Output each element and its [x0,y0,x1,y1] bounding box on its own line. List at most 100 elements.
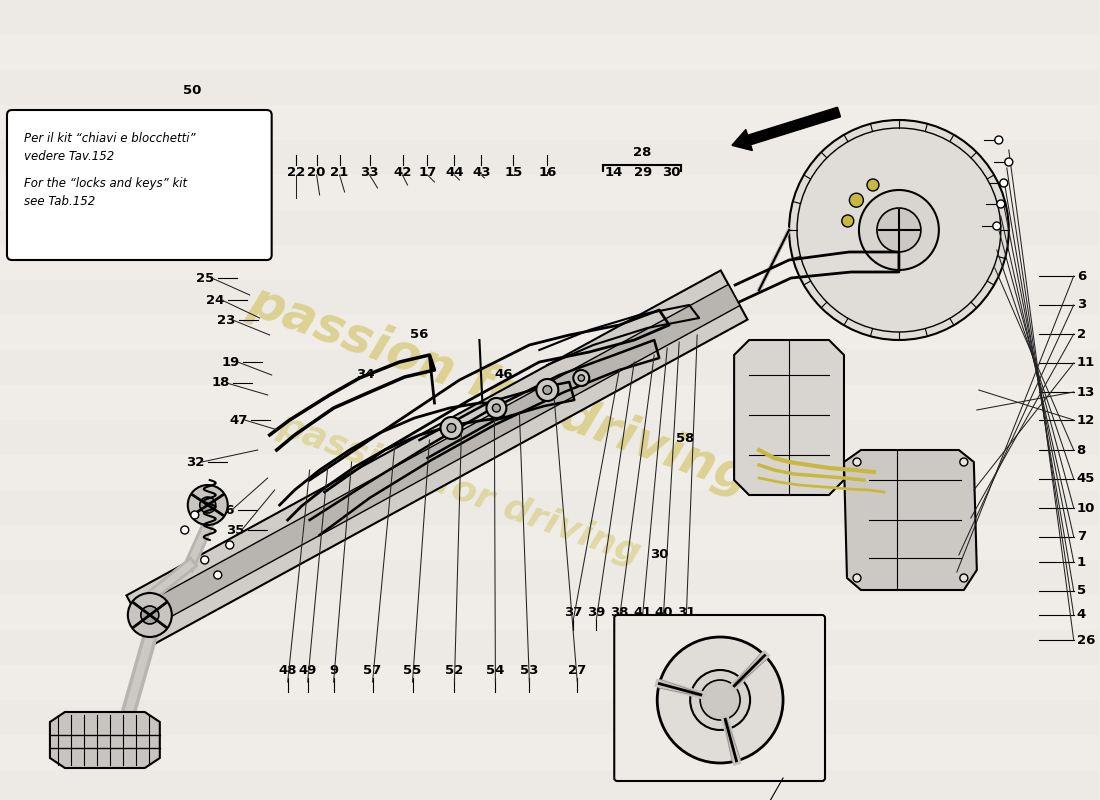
Circle shape [690,670,750,730]
Text: 41: 41 [632,606,651,618]
Text: 21: 21 [330,166,349,179]
Text: 39: 39 [587,606,605,618]
Text: 29: 29 [634,166,652,179]
Text: 15: 15 [504,166,522,179]
Text: Per il kit “chiavi e blocchetti”: Per il kit “chiavi e blocchetti” [24,132,196,145]
Text: 53: 53 [520,663,539,677]
Polygon shape [50,712,160,768]
Text: 11: 11 [1077,357,1094,370]
Text: 33: 33 [361,166,378,179]
Circle shape [789,120,1009,340]
Circle shape [960,458,968,466]
Text: 57: 57 [363,663,382,677]
Text: 48: 48 [278,663,297,677]
Circle shape [657,637,783,763]
Text: 17: 17 [418,166,437,179]
Circle shape [1000,179,1008,187]
Circle shape [493,404,500,412]
Circle shape [852,458,861,466]
Text: 44: 44 [446,166,464,179]
Circle shape [960,574,968,582]
Circle shape [849,193,864,207]
Text: 16: 16 [538,166,557,179]
Text: 32: 32 [186,455,205,469]
Text: 19: 19 [221,355,240,369]
Circle shape [1004,158,1013,166]
Text: 52: 52 [446,663,463,677]
Text: 24: 24 [207,294,224,306]
Text: 47: 47 [229,414,248,426]
Text: 23: 23 [218,314,235,326]
Bar [0,770,1099,800]
Text: 50: 50 [144,138,163,151]
Circle shape [867,179,879,191]
Circle shape [226,541,233,549]
Circle shape [200,497,216,513]
Circle shape [213,571,222,579]
Bar [0,490,1099,525]
Circle shape [859,190,939,270]
Circle shape [579,374,584,381]
Text: 40: 40 [654,606,672,618]
Text: 54: 54 [486,663,505,677]
Text: 38: 38 [610,606,628,618]
Text: 55: 55 [404,663,421,677]
Text: 14: 14 [604,166,623,179]
Text: 25: 25 [197,271,215,285]
Bar [0,140,1099,175]
Text: 34: 34 [356,367,375,381]
Text: 10: 10 [1077,502,1096,514]
Circle shape [877,208,921,252]
Bar [0,420,1099,455]
FancyBboxPatch shape [7,110,272,260]
Text: 37: 37 [564,606,583,618]
Text: 56: 56 [410,327,429,341]
Text: 45: 45 [1077,473,1096,486]
Text: 36: 36 [217,503,234,517]
Text: 5: 5 [1077,585,1086,598]
Bar [0,560,1099,595]
Text: vedere Tav.152: vedere Tav.152 [24,150,114,163]
Text: 12: 12 [1077,414,1094,426]
Text: 59: 59 [773,761,793,775]
Text: 3: 3 [1077,298,1086,311]
Circle shape [842,215,854,227]
Text: 51: 51 [134,183,152,197]
Circle shape [447,424,455,432]
Text: 58: 58 [676,431,694,445]
Text: 49: 49 [298,663,317,677]
Text: 46: 46 [494,369,513,382]
Text: 26: 26 [1077,634,1096,646]
Bar [0,700,1099,735]
Text: 1: 1 [1077,555,1086,569]
Text: 35: 35 [227,523,244,537]
Circle shape [701,680,740,720]
Circle shape [190,511,199,519]
Bar [0,0,1099,35]
Circle shape [201,556,209,564]
Text: 43: 43 [472,166,491,179]
Bar [0,350,1099,385]
Polygon shape [126,270,748,645]
Text: 20: 20 [307,166,326,179]
Text: 51: 51 [161,238,179,250]
Circle shape [573,370,590,386]
Circle shape [543,386,552,394]
Bar [0,630,1099,665]
Text: 18: 18 [211,377,230,390]
Text: 30: 30 [662,166,681,179]
Text: 8: 8 [1077,443,1086,457]
Text: 50: 50 [183,83,201,97]
Circle shape [128,593,172,637]
Text: 50: 50 [142,218,160,231]
Text: 28: 28 [632,146,651,158]
Circle shape [997,200,1004,208]
Circle shape [994,136,1003,144]
Circle shape [141,606,158,624]
FancyBboxPatch shape [614,615,825,781]
Text: 42: 42 [394,166,411,179]
FancyArrow shape [732,107,840,150]
Circle shape [993,222,1001,230]
Text: 6: 6 [1077,270,1086,282]
Polygon shape [844,450,977,590]
